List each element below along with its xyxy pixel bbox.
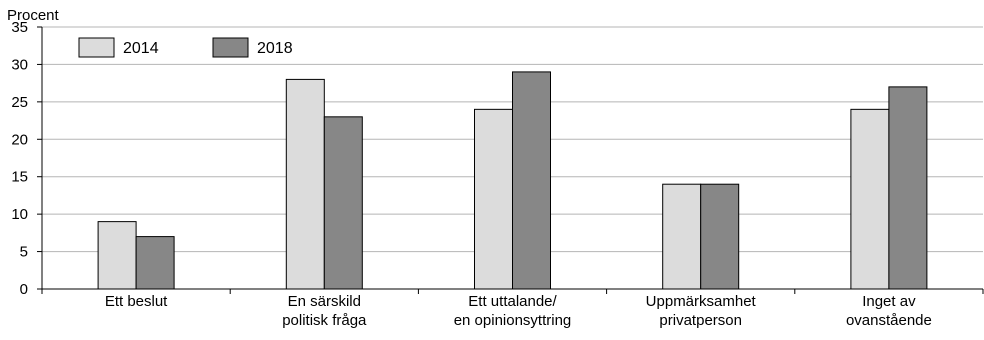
y-tick-label: 25 xyxy=(11,94,28,111)
bar-2018-5 xyxy=(888,86,928,290)
bar-2014-5 xyxy=(850,108,890,290)
y-tick-label: 35 xyxy=(11,19,28,36)
y-tick-label: 20 xyxy=(11,131,28,148)
y-axis-unit-label: Procent xyxy=(7,7,60,24)
x-category-label: En särskild politisk fråga xyxy=(282,293,367,329)
bar-2018-2 xyxy=(323,116,363,290)
x-category-label: Ett beslut xyxy=(105,293,168,310)
bar-2014-3 xyxy=(474,108,513,290)
legend-swatch-2014 xyxy=(78,37,115,58)
y-tick-label: 0 xyxy=(20,281,28,298)
bar-2018-1 xyxy=(135,236,175,290)
bars xyxy=(97,71,928,290)
legend-label-2014: 2014 xyxy=(123,40,159,57)
x-category-label: Inget av ovanstående xyxy=(846,293,932,329)
bar-2018-4 xyxy=(700,183,740,290)
bar-2014-4 xyxy=(662,183,702,290)
legend: 2014 2018 xyxy=(78,37,293,58)
y-tick-label: 5 xyxy=(20,244,28,261)
y-tick-label: 15 xyxy=(11,169,28,186)
y-axis-ticks: 0 5 10 15 20 25 30 35 xyxy=(11,19,28,298)
bar-2014-2 xyxy=(285,78,325,290)
legend-label-2018: 2018 xyxy=(257,40,293,57)
x-category-label: Ett uttalande/en opinionsyttring xyxy=(454,293,572,329)
bar-2018-3 xyxy=(512,71,551,290)
bar-2014-1 xyxy=(97,221,137,290)
x-category-label: Uppmärksamhet privatperson xyxy=(646,293,757,329)
legend-swatch-2018 xyxy=(212,37,249,58)
y-tick-label: 10 xyxy=(11,206,28,223)
axes xyxy=(37,26,984,294)
x-axis-labels: Ett beslut En särskild politisk fråga Ett u… xyxy=(105,293,932,329)
y-tick-label: 30 xyxy=(11,56,28,73)
